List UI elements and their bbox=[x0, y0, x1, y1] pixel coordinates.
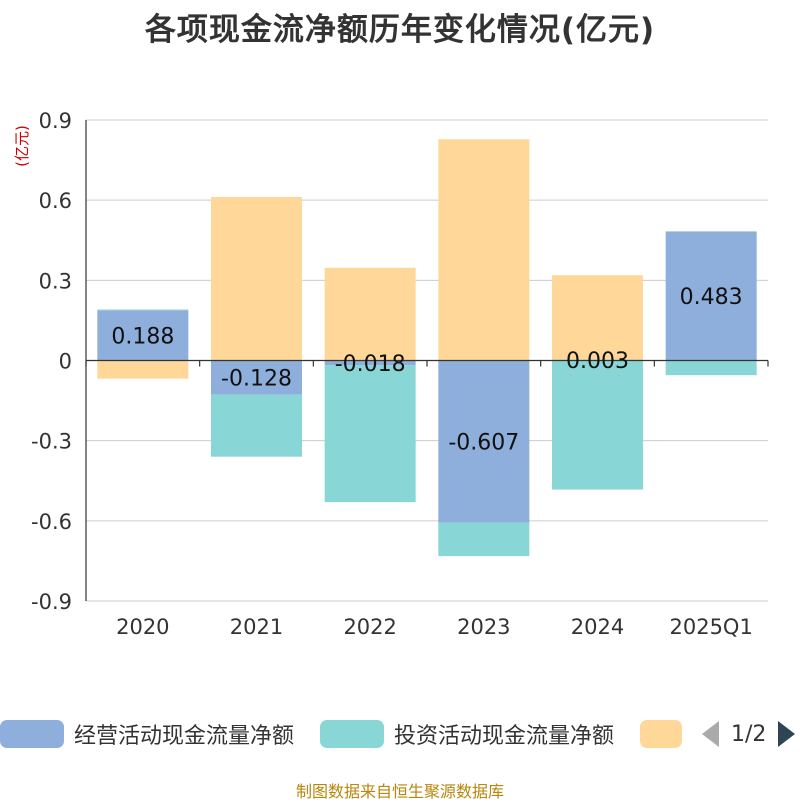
legend-item-financing[interactable] bbox=[640, 716, 682, 752]
legend-pager: 1/2 bbox=[702, 716, 796, 752]
bar-segment bbox=[552, 360, 643, 490]
source-footer: 制图数据来自恒生聚源数据库 bbox=[295, 782, 504, 801]
bar-segment bbox=[211, 394, 302, 457]
x-tick-label: 2021 bbox=[230, 615, 283, 639]
y-tick-label: -0.9 bbox=[31, 590, 72, 614]
x-tick-label: 2020 bbox=[116, 615, 169, 639]
y-tick-label: 0.9 bbox=[39, 109, 72, 133]
y-tick-label: -0.3 bbox=[31, 430, 72, 454]
bar-segment bbox=[324, 267, 416, 361]
axes: 0.9 0.6 0.3 0 -0.3 -0.6 -0.9 2020 2021 2022 2023 20… bbox=[13, 109, 769, 639]
legend-swatch-operating bbox=[0, 720, 64, 748]
legend-label-operating: 经营活动现金流量净额 bbox=[74, 724, 295, 749]
x-tick-label: 2022 bbox=[343, 615, 396, 639]
data-labels: 0.188 -0.128 -0.018 -0.607 0.003 0.483 bbox=[111, 285, 742, 456]
bar-segment bbox=[665, 231, 757, 361]
bar-data-label: -0.018 bbox=[335, 352, 406, 377]
bar-chart: 0.9 0.6 0.3 0 -0.3 -0.6 -0.9 2020 2021 2022 2023 20… bbox=[13, 109, 769, 639]
y-tick-label: -0.6 bbox=[31, 510, 72, 534]
x-tick-label: 2024 bbox=[571, 615, 624, 639]
bar-segment bbox=[438, 139, 530, 361]
legend-swatch-investing bbox=[320, 720, 384, 748]
y-axis-unit-label: (亿元) bbox=[13, 125, 31, 167]
bar-data-label: -0.607 bbox=[448, 431, 519, 456]
y-tick-label: 0.6 bbox=[39, 189, 72, 213]
y-tick-label: 0 bbox=[59, 350, 72, 374]
legend-item-investing[interactable]: 投资活动现金流量净额 bbox=[320, 716, 614, 752]
bar-data-label: 0.188 bbox=[111, 324, 174, 349]
bar-data-label: 0.483 bbox=[680, 285, 743, 310]
chart-title: 各项现金流净额历年变化情况(亿元) bbox=[144, 12, 656, 48]
bar-segment bbox=[97, 360, 189, 379]
pager-next-icon[interactable] bbox=[778, 721, 796, 747]
bar-data-label: -0.128 bbox=[221, 367, 292, 392]
bar-segment bbox=[665, 360, 757, 376]
bar-segment bbox=[97, 310, 189, 361]
y-tick-label: 0.3 bbox=[39, 269, 72, 293]
legend-swatch-financing bbox=[640, 720, 682, 748]
bar-segment bbox=[324, 365, 416, 503]
bar-data-label: 0.003 bbox=[566, 349, 629, 374]
legend: 经营活动现金流量净额 投资活动现金流量净额 1/2 bbox=[0, 716, 800, 752]
legend-item-operating[interactable]: 经营活动现金流量净额 bbox=[0, 716, 294, 752]
x-tick-label: 2025Q1 bbox=[669, 615, 752, 639]
pager-page-text: 1/2 bbox=[731, 721, 767, 747]
legend-label-investing: 投资活动现金流量净额 bbox=[394, 724, 615, 749]
pager-prev-icon[interactable] bbox=[702, 721, 719, 747]
x-tick-label: 2023 bbox=[457, 615, 510, 639]
bar-segment bbox=[552, 275, 643, 360]
bar-segment bbox=[438, 360, 530, 523]
grid-lines bbox=[86, 119, 768, 602]
bar-segment bbox=[97, 309, 189, 311]
bar-segment bbox=[438, 522, 530, 557]
bar-segment bbox=[211, 196, 302, 361]
bar-series bbox=[97, 139, 757, 557]
bar-segment bbox=[324, 360, 416, 366]
bar-segment bbox=[211, 360, 302, 395]
